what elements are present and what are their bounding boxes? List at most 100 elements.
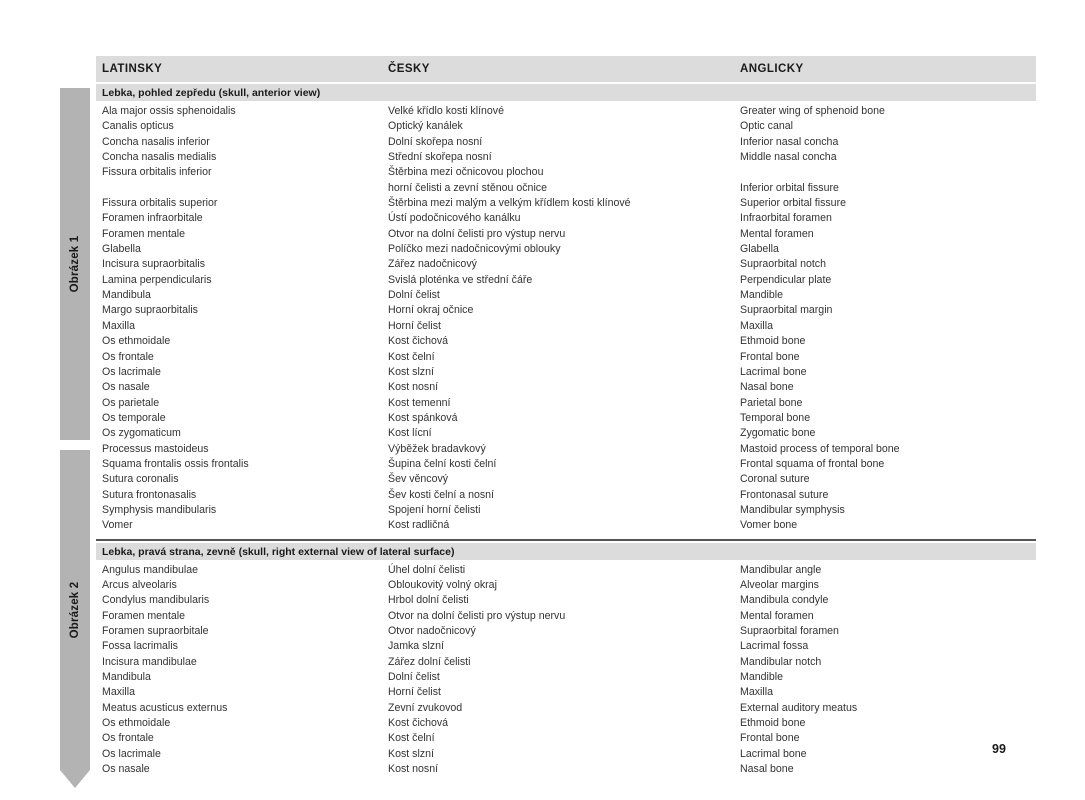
cell-latin: Condylus mandibularis	[102, 594, 210, 607]
cell-czech: Střední skořepa nosní	[388, 151, 492, 164]
cell-english: Frontal bone	[740, 732, 800, 745]
table-row: Concha nasalis medialis Střední skořepa n…	[96, 149, 1036, 164]
section-divider	[96, 538, 1036, 541]
table-row: Os ethmoidale Kost čichová Ethmoid bone	[96, 715, 1036, 730]
cell-latin: Meatus acusticus externus	[102, 701, 228, 714]
cell-czech: Jamka slzní	[388, 640, 444, 653]
section-rows: Ala major ossis sphenoidalis Velké křídlo…	[96, 101, 1036, 533]
cell-latin: Arcus alveolaris	[102, 578, 177, 591]
cell-english: Parietal bone	[740, 396, 803, 409]
table-row: Symphysis mandibularis Spojení horní čeli…	[96, 502, 1036, 517]
cell-english: Frontal squama of frontal bone	[740, 457, 885, 470]
cell-czech: Kost čelní	[388, 732, 435, 745]
table-row: Maxilla Horní čelist Maxilla	[96, 318, 1036, 333]
table-row: Os temporale Kost spánková Temporal bone	[96, 410, 1036, 425]
cell-czech: Otvor na dolní čelisti pro výstup nervu	[388, 609, 566, 622]
cell-latin: Lamina perpendicularis	[102, 273, 212, 286]
cell-latin: Os frontale	[102, 732, 154, 745]
cell-czech: Optický kanálek	[388, 120, 463, 133]
table-row: Meatus acusticus externus Zevní zvukovod E…	[96, 700, 1036, 715]
table-row: Os nasale Kost nosní Nasal bone	[96, 761, 1036, 776]
cell-english: Supraorbital notch	[740, 258, 826, 271]
cell-english: Supraorbital margin	[740, 304, 833, 317]
cell-latin: Os ethmoidale	[102, 717, 171, 730]
page-number: 99	[992, 742, 1006, 756]
cell-czech: Otvor nadočnicový	[388, 625, 476, 637]
cell-english: Mandible	[740, 671, 783, 684]
cell-english: Supraorbital foramen	[740, 625, 839, 637]
cell-english: Nasal bone	[740, 763, 794, 776]
cell-latin: Fossa lacrimalis	[102, 640, 178, 653]
section-title: Lebka, pravá strana, zevně (skull, right…	[102, 545, 455, 558]
cell-czech: Kost temenní	[388, 396, 451, 409]
cell-latin: Concha nasalis medialis	[102, 151, 217, 164]
cell-english: Mandible	[740, 289, 783, 302]
cell-latin: Fissura orbitalis superior	[102, 197, 218, 210]
cell-czech: Kost radličná	[388, 519, 450, 532]
table-row: Incisura mandibulae Zářez dolní čelisti Ma…	[96, 654, 1036, 669]
section-header: Lebka, pravá strana, zevně (skull, right…	[96, 542, 1036, 560]
column-header-english: ANGLICKY	[740, 63, 804, 75]
cell-czech: Šev věncový	[388, 473, 449, 486]
cell-latin: Processus mastoideus	[102, 442, 209, 455]
cell-czech: Zevní zvukovod	[388, 701, 463, 714]
table-row: Margo supraorbitalis Horní okraj očnice Su…	[96, 302, 1036, 317]
cell-czech: Horní okraj očnice	[388, 304, 474, 317]
cell-czech: Dolní skořepa nosní	[388, 135, 483, 148]
cell-english: Mental foramen	[740, 609, 814, 622]
cell-english: Maxilla	[740, 319, 773, 332]
section-title: Lebka, pohled zepředu (skull, anterior v…	[102, 87, 321, 99]
cell-english: Maxilla	[740, 686, 773, 699]
cell-english: Coronal suture	[740, 473, 810, 486]
figure-tab-1-label: Obrázek 1	[69, 235, 81, 293]
table-row: Foramen mentale Otvor na dolní čelisti pr…	[96, 226, 1036, 241]
cell-latin: Foramen mentale	[102, 227, 186, 240]
table-row: Fissura orbitalis inferior Štěrbina mezi …	[96, 164, 1036, 195]
cell-latin: Fissura orbitalis inferior	[102, 166, 212, 179]
cell-latin: Glabella	[102, 243, 141, 256]
down-arrow-icon	[60, 770, 90, 788]
cell-czech-line2: horní čelisti a zevní stěnou očnice	[388, 181, 547, 194]
cell-english: Lacrimal bone	[740, 365, 807, 378]
cell-latin: Squama frontalis ossis frontalis	[102, 457, 249, 470]
table-row: Mandibula Dolní čelist Mandible	[96, 287, 1036, 302]
table-row: Canalis opticus Optický kanálek Optic cana…	[96, 118, 1036, 133]
cell-english: Vomer bone	[740, 519, 798, 532]
table-row: Ala major ossis sphenoidalis Velké křídlo…	[96, 103, 1036, 118]
figure-tab-1: Obrázek 1	[60, 88, 90, 440]
cell-latin: Incisura supraorbitalis	[102, 258, 206, 271]
table-row: Os ethmoidale Kost čichová Ethmoid bone	[96, 333, 1036, 348]
table-row: Os frontale Kost čelní Frontal bone	[96, 349, 1036, 364]
section-rows: Angulus mandibulae Úhel dolní čelisti Mand…	[96, 560, 1036, 777]
cell-czech: Horní čelist	[388, 319, 441, 332]
figure-tab-2: Obrázek 2	[60, 450, 90, 770]
table-section: Lebka, pohled zepředu (skull, anterior v…	[96, 84, 1036, 533]
table-row: Arcus alveolaris Obloukovitý volný okraj A…	[96, 577, 1036, 592]
table-row: Condylus mandibularis Hrbol dolní čelisti…	[96, 592, 1036, 607]
cell-latin: Maxilla	[102, 319, 135, 332]
table-row: Fissura orbitalis superior Štěrbina mezi …	[96, 195, 1036, 210]
cell-czech: Šupina čelní kosti čelní	[388, 457, 497, 470]
cell-latin: Os nasale	[102, 381, 150, 394]
cell-english: Mental foramen	[740, 227, 814, 240]
cell-english: Mandibula condyle	[740, 594, 829, 607]
cell-latin: Incisura mandibulae	[102, 655, 197, 668]
cell-english: Infraorbital foramen	[740, 212, 832, 225]
cell-latin: Foramen infraorbitale	[102, 212, 203, 225]
cell-czech: Úhel dolní čelisti	[388, 563, 466, 576]
section-header: Lebka, pohled zepředu (skull, anterior v…	[96, 84, 1036, 101]
cell-czech: Kost lícní	[388, 427, 432, 440]
cell-czech: Výběžek bradavkový	[388, 442, 486, 455]
column-header-czech: ČESKY	[388, 63, 430, 75]
cell-czech: Štěrbina mezi očnicovou plochou horní čel…	[388, 165, 547, 196]
cell-latin: Vomer	[102, 519, 133, 532]
cell-english: Ethmoid bone	[740, 717, 806, 730]
cell-english: Nasal bone	[740, 381, 794, 394]
table-section: Lebka, pravá strana, zevně (skull, right…	[96, 538, 1036, 777]
cell-latin: Os ethmoidale	[102, 335, 171, 348]
table-row: Incisura supraorbitalis Zářez nadočnicový…	[96, 256, 1036, 271]
table-row: Foramen supraorbitale Otvor nadočnicový Su…	[96, 623, 1036, 638]
cell-english: Temporal bone	[740, 411, 811, 424]
table-row: Lamina perpendicularis Svislá ploténka ve…	[96, 272, 1036, 287]
